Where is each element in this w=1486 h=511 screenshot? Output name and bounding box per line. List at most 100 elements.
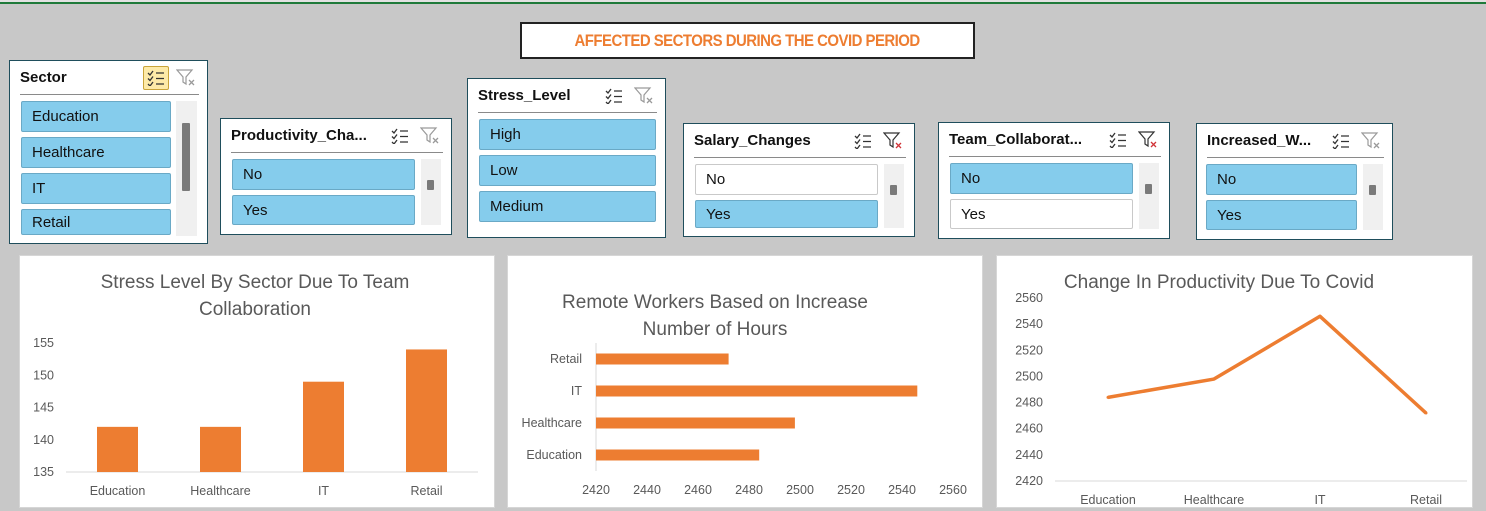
multi-select-icon[interactable] xyxy=(1328,129,1354,153)
multi-select-icon[interactable] xyxy=(601,84,627,108)
y-tick-label: 155 xyxy=(33,336,54,350)
scrollbar-thumb[interactable] xyxy=(1145,184,1152,194)
slicer-scrollbar[interactable] xyxy=(1139,163,1159,229)
slicer-title: Sector xyxy=(20,69,67,86)
chart-title: Stress Level By Sector Due To Team xyxy=(101,272,410,293)
bar-retail xyxy=(406,349,447,472)
slicer-title: Increased_W... xyxy=(1207,132,1312,149)
slicer-title: Salary_Changes xyxy=(694,132,811,149)
slicer-item-medium[interactable]: Medium xyxy=(479,191,656,222)
slicer-increased-work-hours: Increased_W... No Yes xyxy=(1196,123,1393,240)
x-tick-label: 2460 xyxy=(684,483,712,497)
bar-education xyxy=(97,426,138,472)
slicer-item-yes[interactable]: Yes xyxy=(232,195,415,225)
multi-select-icon[interactable] xyxy=(850,129,876,153)
scrollbar-thumb[interactable] xyxy=(890,185,897,195)
clear-filter-icon[interactable] xyxy=(417,124,443,148)
x-tick-label: Healthcare xyxy=(190,484,250,498)
slicer-salary-changes: Salary_Changes No Yes xyxy=(683,123,915,237)
point-retail xyxy=(1424,411,1428,415)
chart-title: Collaboration xyxy=(199,299,311,320)
y-tick-label: 145 xyxy=(33,401,54,415)
dashboard-title-box: AFFECTED SECTORS DURING THE COVID PERIOD xyxy=(520,22,975,59)
y-tick-label: 135 xyxy=(33,465,54,479)
point-healthcare xyxy=(1212,377,1216,381)
multi-select-icon[interactable] xyxy=(1105,128,1131,152)
slicer-item-low[interactable]: Low xyxy=(479,155,656,186)
multi-select-icon[interactable] xyxy=(387,124,413,148)
x-tick-label: 2420 xyxy=(582,483,610,497)
slicer-stress-level: Stress_Level High Low Medium xyxy=(467,78,666,238)
clear-filter-icon[interactable] xyxy=(173,66,199,90)
slicer-item-education[interactable]: Education xyxy=(21,101,171,132)
y-tick-label: 2440 xyxy=(1015,448,1043,462)
chart-svg: Stress Level By Sector Due To Team Collab… xyxy=(33,272,478,498)
slicer-item-it[interactable]: IT xyxy=(21,173,171,204)
chart-remote-workers-hours[interactable]: Remote Workers Based on Increase Number o… xyxy=(507,255,983,508)
slicer-item-no[interactable]: No xyxy=(950,163,1133,194)
bar-education xyxy=(596,449,760,461)
bar-retail xyxy=(596,353,729,365)
y-tick-label: Healthcare xyxy=(522,416,582,430)
y-tick-label: IT xyxy=(571,384,582,398)
slicer-sector: Sector Education Healthcare IT Retail xyxy=(9,60,208,244)
slicer-scrollbar[interactable] xyxy=(884,164,904,228)
bar-healthcare xyxy=(596,417,795,429)
x-tick-label: 2520 xyxy=(837,483,865,497)
x-tick-label: 2440 xyxy=(633,483,661,497)
slicer-item-healthcare[interactable]: Healthcare xyxy=(21,137,171,168)
slicer-title: Productivity_Cha... xyxy=(231,127,367,144)
slicer-team-collaboration: Team_Collaborat... No Yes xyxy=(938,122,1170,239)
bar-it xyxy=(303,381,344,472)
chart-svg: Change In Productivity Due To Covid 2420 2… xyxy=(1015,272,1467,507)
slicer-item-yes[interactable]: Yes xyxy=(1206,200,1357,230)
slicer-item-yes[interactable]: Yes xyxy=(950,199,1133,229)
y-tick-label: 150 xyxy=(33,368,54,382)
point-education xyxy=(1106,395,1110,399)
clear-filter-icon[interactable] xyxy=(1358,129,1384,153)
x-tick-label: 2560 xyxy=(939,483,967,497)
slicer-scrollbar[interactable] xyxy=(176,101,197,236)
y-tick-label: 2520 xyxy=(1015,343,1043,357)
scrollbar-thumb[interactable] xyxy=(182,123,190,191)
slicer-scrollbar[interactable] xyxy=(1363,164,1383,230)
x-tick-label: 2500 xyxy=(786,483,814,497)
clear-filter-icon[interactable] xyxy=(631,84,657,108)
slicer-productivity-change: Productivity_Cha... No Yes xyxy=(220,118,452,235)
slicer-item-retail[interactable]: Retail xyxy=(21,209,171,235)
slicer-item-no[interactable]: No xyxy=(1206,164,1357,195)
productivity-line xyxy=(1107,314,1428,415)
point-it xyxy=(1318,314,1322,318)
scrollbar-thumb[interactable] xyxy=(427,180,434,190)
y-tick-label: 2460 xyxy=(1015,422,1043,436)
dashboard-title: AFFECTED SECTORS DURING THE COVID PERIOD xyxy=(574,30,921,50)
y-tick-label: 2500 xyxy=(1015,369,1043,383)
slicer-item-no[interactable]: No xyxy=(232,159,415,190)
scrollbar-thumb[interactable] xyxy=(1369,185,1376,195)
y-tick-label: 140 xyxy=(33,433,54,447)
x-tick-label: Retail xyxy=(1410,493,1442,507)
clear-filter-icon[interactable] xyxy=(880,129,906,153)
y-tick-label: 2560 xyxy=(1015,291,1043,305)
x-tick-label: IT xyxy=(1314,493,1325,507)
chart-productivity-change[interactable]: Change In Productivity Due To Covid 2420 2… xyxy=(996,255,1473,508)
chart-title: Remote Workers Based on Increase xyxy=(562,292,868,313)
chart-stress-by-sector[interactable]: Stress Level By Sector Due To Team Collab… xyxy=(19,255,495,508)
sheet-top-border xyxy=(0,0,1486,4)
slicer-item-high[interactable]: High xyxy=(479,119,656,150)
x-tick-label: 2540 xyxy=(888,483,916,497)
x-tick-label: 2480 xyxy=(735,483,763,497)
chart-svg: Remote Workers Based on Increase Number o… xyxy=(522,292,967,497)
chart-title: Change In Productivity Due To Covid xyxy=(1064,272,1374,293)
slicer-title: Stress_Level xyxy=(478,87,571,104)
multi-select-icon[interactable] xyxy=(143,65,169,90)
clear-filter-icon[interactable] xyxy=(1135,128,1161,152)
bar-healthcare xyxy=(200,426,241,472)
x-tick-label: Healthcare xyxy=(1184,493,1244,507)
slicer-title: Team_Collaborat... xyxy=(949,131,1083,148)
slicer-scrollbar[interactable] xyxy=(421,159,441,225)
slicer-item-no[interactable]: No xyxy=(695,164,878,195)
x-tick-label: IT xyxy=(318,484,329,498)
y-tick-label: 2420 xyxy=(1015,474,1043,488)
slicer-item-yes[interactable]: Yes xyxy=(695,200,878,228)
